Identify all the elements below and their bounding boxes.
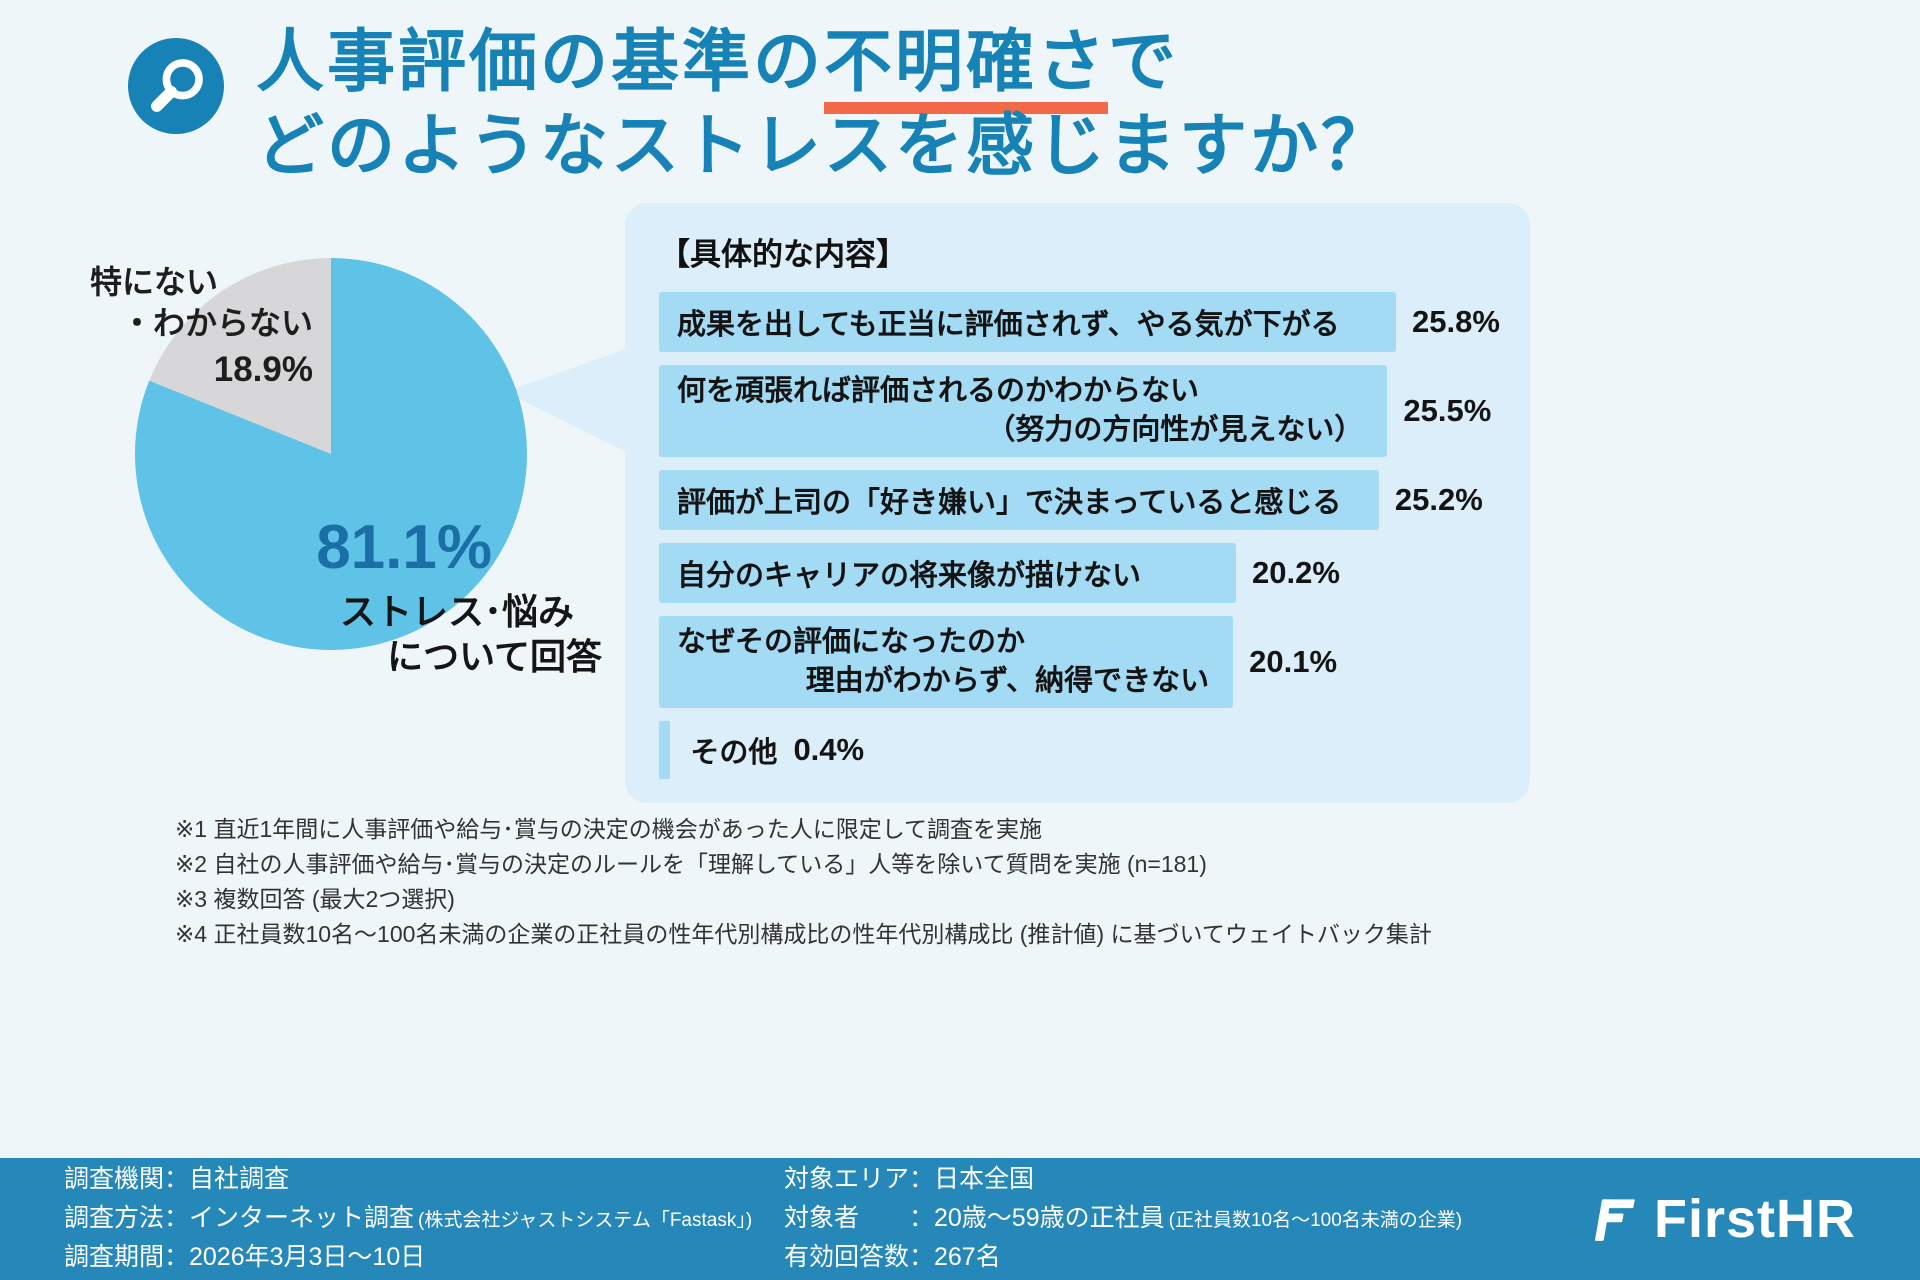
bar-fill (659, 721, 671, 779)
pie-label-none-line2: ・わからない (120, 304, 313, 341)
bar-row: なぜその評価になったのか 理由がわからず、納得できない 20.1% (659, 616, 1496, 708)
bar-label: 評価が上司の「好き嫌い」で決まっていると感じる (677, 487, 1342, 519)
bar-row: 何を頑張れば評価されるのかわからない （努力の方向性が見えない） 25.5% (659, 365, 1496, 457)
pie-label-none-pct: 18.9% (213, 349, 313, 389)
survey-method-text: 調査方法：インターネット調査 (64, 1203, 415, 1232)
bar-label: 何を頑張れば評価されるのかわからない (677, 374, 1200, 407)
survey-org-text: 調査機関：自社調査 (64, 1164, 290, 1193)
bar-label-line2: 理由がわからず、納得できない (805, 665, 1210, 697)
bar-fill: 自分のキャリアの将来像が描けない (659, 543, 1237, 603)
footnotes: ※1 直近1年間に人事評価や給与･賞与の決定の機会があった人に限定して調査を実施… (175, 812, 1432, 952)
survey-method-note: (株式会社ジャストシステム「Fastask」) (418, 1209, 753, 1231)
bar-row: 評価が上司の「好き嫌い」で決まっていると感じる 25.2% (659, 470, 1496, 530)
footer-right-column: 対象エリア：日本全国 対象者 ：20歳〜59歳の正社員 (正社員数10名〜100名… (784, 1161, 1462, 1278)
title-line1-post: で (1108, 24, 1180, 100)
bar-row: その他 0.4% (659, 721, 1496, 779)
footnote-2: ※2 自社の人事評価や給与･賞与の決定のルールを「理解している」人等を除いて質問… (175, 851, 1207, 877)
footnote-4: ※4 正社員数10名〜100名未満の企業の正社員の性年代別構成比の性年代別構成比… (175, 921, 1432, 947)
footer-left-column: 調査機関：自社調査 調査方法：インターネット調査 (株式会社ジャストシステム「Fa… (64, 1161, 752, 1278)
bar-value: 25.5% (1403, 393, 1492, 428)
survey-period-row: 調査期間：2026年3月3日〜10日 (64, 1239, 724, 1278)
bar-chart: 成果を出しても正当に評価されず、やる気が下がる 25.8% 何を頑張れば評価され… (659, 292, 1500, 779)
survey-method-row: 調査方法：インターネット調査 (株式会社ジャストシステム「Fastask」) (64, 1200, 752, 1239)
title-line1-pre: 人事評価の基準の (256, 24, 825, 100)
pie-label-none-line1: 特にない (89, 264, 218, 300)
footnote-1: ※1 直近1年間に人事評価や給与･賞与の決定の機会があった人に限定して調査を実施 (175, 816, 1043, 842)
pie-main-line1: ストレス･悩み (339, 591, 574, 632)
target-people-row: 対象者 ：20歳〜59歳の正社員 (正社員数10名〜100名未満の企業) (784, 1200, 1462, 1239)
pie-main-pct: 81.1% (316, 513, 492, 582)
details-panel: 【具体的な内容】 成果を出しても正当に評価されず、やる気が下がる 25.8% 何… (625, 203, 1530, 803)
bar-label-line2: （努力の方向性が見えない） (986, 414, 1364, 446)
survey-org-row: 調査機関：自社調査 (64, 1161, 724, 1200)
title-line1: 人事評価の基準の不明確さで (256, 20, 1392, 114)
bar-label: 自分のキャリアの将来像が描けない (677, 560, 1142, 592)
title-line2: どのようなストレスを感じますか？ (256, 108, 1393, 185)
bar-value: 25.2% (1394, 482, 1483, 517)
bar-fill: なぜその評価になったのか 理由がわからず、納得できない (659, 616, 1234, 708)
firsthr-logo-mark (1594, 1199, 1635, 1241)
target-area-row: 対象エリア：日本全国 (784, 1161, 1462, 1200)
target-people-note: (正社員数10名〜100名未満の企業) (1168, 1209, 1463, 1231)
pie-label-main: 81.1% ストレス･悩み について回答 (230, 512, 602, 679)
bar-row: 自分のキャリアの将来像が描けない 20.2% (659, 543, 1496, 603)
bar-label: 成果を出しても正当に評価されず、やる気が下がる (677, 309, 1340, 341)
panel-title: 【具体的な内容】 (659, 237, 907, 272)
bar-label: その他 (690, 737, 778, 769)
firsthr-logo: FirstHR (1592, 1188, 1856, 1250)
bar-row: 成果を出しても正当に評価されず、やる気が下がる 25.8% (659, 292, 1500, 352)
footer: 調査機関：自社調査 調査方法：インターネット調査 (株式会社ジャストシステム「Fa… (0, 1158, 1920, 1280)
valid-responses-text: 有効回答数：267名 (784, 1242, 1001, 1271)
magnifier-icon (128, 38, 224, 134)
bar-fill: 成果を出しても正当に評価されず、やる気が下がる (659, 292, 1396, 352)
target-area-text: 対象エリア：日本全国 (784, 1164, 1035, 1193)
firsthr-logo-text: FirstHR (1653, 1189, 1856, 1249)
valid-responses-row: 有効回答数：267名 (784, 1239, 1462, 1278)
page-title: 人事評価の基準の不明確さで どのようなストレスを感じますか？ (256, 20, 1392, 189)
bar-value: 20.1% (1249, 644, 1338, 679)
header: 人事評価の基準の不明確さで どのようなストレスを感じますか？ (128, 20, 1392, 189)
bar-label: なぜその評価になったのか (677, 625, 1026, 658)
bar-fill: 何を頑張れば評価されるのかわからない （努力の方向性が見えない） (659, 365, 1388, 457)
pie-chart (135, 258, 527, 650)
bar-value: 20.2% (1252, 555, 1340, 590)
bar-fill: 評価が上司の「好き嫌い」で決まっていると感じる (659, 470, 1379, 530)
target-people-text: 対象者 ：20歳〜59歳の正社員 (784, 1203, 1165, 1232)
title-highlight: 不明確さ (824, 24, 1109, 114)
bar-value: 0.4% (793, 732, 865, 767)
bar-value: 25.8% (1412, 304, 1500, 339)
survey-period-text: 調査期間：2026年3月3日〜10日 (64, 1242, 426, 1271)
pie-main-line2: について回答 (387, 636, 602, 677)
pie-label-none: 特にない ・わからない 18.9% (58, 262, 313, 393)
footnote-3: ※3 複数回答 (最大2つ選択) (175, 886, 455, 912)
